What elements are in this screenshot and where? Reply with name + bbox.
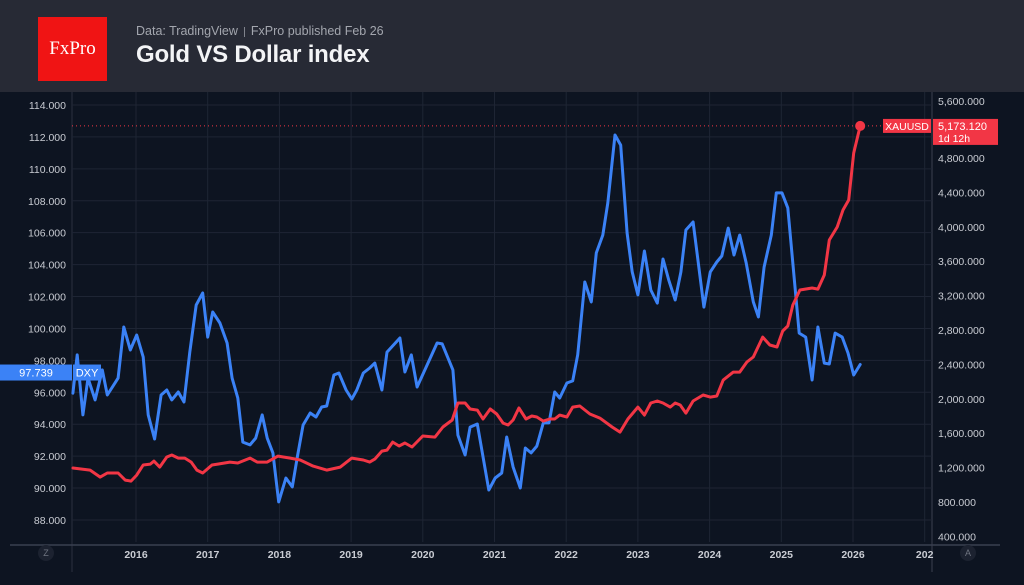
left-tick-label: 110.000 <box>29 164 66 176</box>
left-tick-label: 92.000 <box>34 451 66 463</box>
left-tick-label: 106.000 <box>28 228 66 240</box>
x-tick-label: 2024 <box>698 549 722 561</box>
left-tick-label: 112.000 <box>29 132 66 144</box>
left-axis: 88.000 90.000 92.000 94.000 96.000 98.000 100.… <box>28 100 66 527</box>
x-tick-label: 2017 <box>196 549 220 561</box>
dxy-last-value: 97.739 <box>19 368 53 380</box>
left-tick-label: 100.000 <box>28 323 66 335</box>
x-tick-label: 2025 <box>770 549 794 561</box>
grid <box>10 92 1000 572</box>
x-tick-label: 2021 <box>483 549 507 561</box>
xauusd-countdown: 1d 12h <box>938 133 970 145</box>
auto-scale-button[interactable]: A <box>960 545 976 561</box>
right-tick-label: 4,800.000 <box>938 153 985 165</box>
xauusd-last-value: 5,173.120 <box>938 121 987 133</box>
right-tick-label: 2,800.000 <box>938 325 985 337</box>
x-tick-label: 2019 <box>339 549 363 561</box>
left-tick-label: 96.000 <box>34 387 66 399</box>
dxy-name-badge <box>73 364 101 381</box>
x-tick-label: 2020 <box>411 549 435 561</box>
right-tick-label: 400.000 <box>938 531 976 543</box>
right-tick-label: 1,200.000 <box>938 463 985 475</box>
x-tick-label: 2022 <box>555 549 579 561</box>
right-tick-label: 3,600.000 <box>938 256 985 268</box>
right-tick-label: 1,600.000 <box>938 428 985 440</box>
chart-title: Gold VS Dollar index <box>136 41 370 68</box>
left-tick-label: 98.000 <box>34 355 66 367</box>
data-source: Data: TradingView <box>136 24 238 38</box>
left-tick-label: 104.000 <box>28 260 66 272</box>
left-tick-label: 102.000 <box>28 292 66 304</box>
series-line-xauusd <box>71 124 862 483</box>
xauusd-price-badge <box>933 118 998 145</box>
right-tick-label: 5,600.000 <box>938 96 985 108</box>
left-tick-label: 88.000 <box>34 515 66 527</box>
right-axis: 400.000 800.000 1,200.000 1,600.000 2,000.00… <box>938 96 985 543</box>
x-tick-label: 2016 <box>124 549 148 561</box>
xauusd-last-point <box>855 120 866 131</box>
right-tick-label: 2,000.000 <box>938 394 985 406</box>
x-tick-label: 2026 <box>841 549 865 561</box>
left-tick-label: 114.000 <box>29 100 66 112</box>
x-axis: 2016 2017 2018 2019 2020 2021 2022 2023 2024 2025… <box>124 549 933 561</box>
series-line-dxy <box>71 133 862 504</box>
x-tick-label: 2023 <box>626 549 650 561</box>
x-tick-label: 2018 <box>268 549 292 561</box>
subtitle: Data: TradingView FxPro published Feb 26 <box>136 24 384 38</box>
left-tick-label: 94.000 <box>34 419 66 431</box>
dxy-name-label: DXY <box>76 368 99 380</box>
header: FxPro Data: TradingView FxPro published F… <box>0 0 1024 92</box>
right-tick-label: 2,400.000 <box>938 359 985 371</box>
published-date: FxPro published Feb 26 <box>250 24 384 38</box>
right-tick-label: 3,200.000 <box>938 291 985 303</box>
left-tick-label: 108.000 <box>28 196 66 208</box>
zoom-reset-button[interactable]: Z <box>38 545 54 561</box>
series-lines <box>71 124 862 504</box>
separator <box>243 26 245 37</box>
xauusd-name-label: XAUUSD <box>885 121 929 133</box>
x-tick-label: 202 <box>916 549 934 561</box>
right-tick-label: 4,400.000 <box>938 187 985 199</box>
dxy-price-badge <box>0 364 72 381</box>
xauusd-name-badge <box>883 118 931 133</box>
right-tick-label: 800.000 <box>938 497 976 509</box>
fxpro-logo: FxPro <box>38 17 107 81</box>
right-tick-label: 4,000.000 <box>938 222 985 234</box>
left-tick-label: 90.000 <box>34 483 66 495</box>
